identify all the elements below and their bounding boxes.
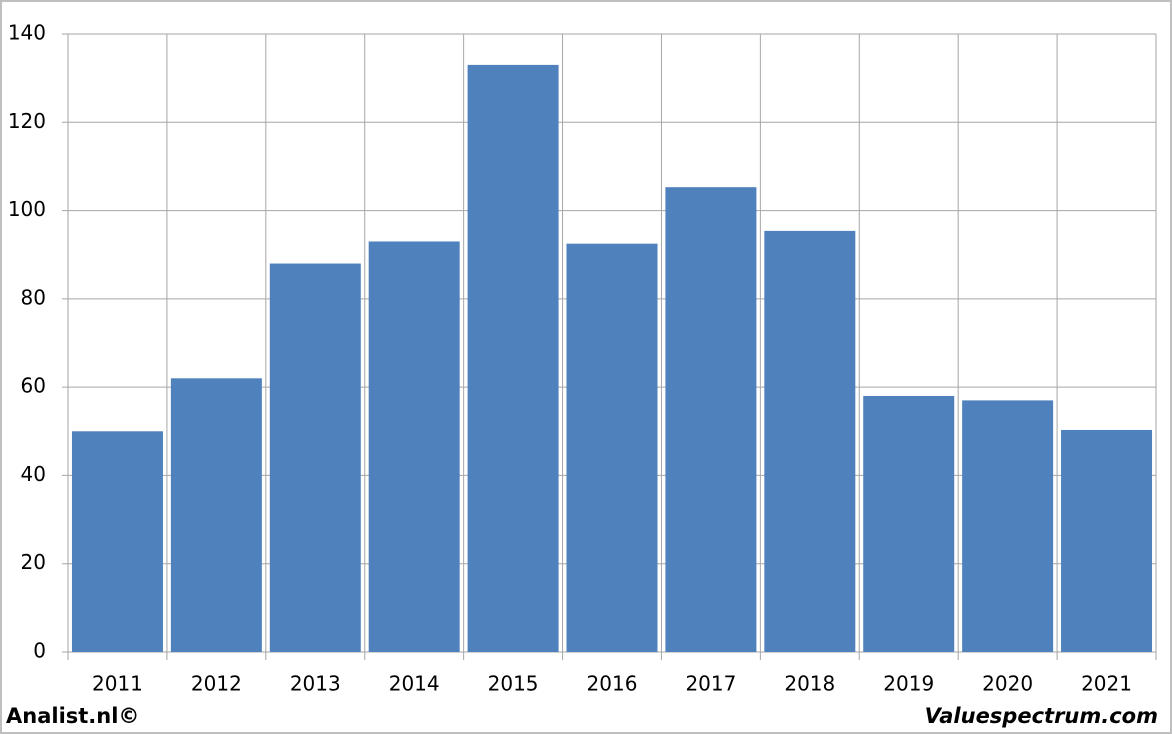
footer-right: Valuespectrum.com xyxy=(925,704,1158,728)
x-tick-label: 2019 xyxy=(883,672,934,696)
bar xyxy=(269,263,361,652)
bar xyxy=(368,241,460,652)
bar xyxy=(764,230,856,652)
bar xyxy=(962,400,1054,652)
bar xyxy=(1061,429,1153,652)
y-tick-label: 100 xyxy=(8,197,46,221)
x-tick-label: 2016 xyxy=(587,672,638,696)
y-tick-label: 0 xyxy=(33,639,46,663)
x-tick-label: 2017 xyxy=(685,672,736,696)
bar xyxy=(863,395,955,652)
x-tick-label: 2020 xyxy=(982,672,1033,696)
x-tick-label: 2013 xyxy=(290,672,341,696)
y-tick-label: 140 xyxy=(8,21,46,45)
x-tick-label: 2021 xyxy=(1081,672,1132,696)
bar xyxy=(71,431,163,652)
bar xyxy=(665,187,757,652)
y-tick-label: 40 xyxy=(21,462,46,486)
bar xyxy=(170,378,262,652)
x-tick-label: 2015 xyxy=(488,672,539,696)
x-tick-label: 2011 xyxy=(92,672,143,696)
y-tick-label: 80 xyxy=(21,285,46,309)
y-tick-label: 120 xyxy=(8,109,46,133)
bar xyxy=(566,243,658,652)
x-tick-label: 2012 xyxy=(191,672,242,696)
y-tick-label: 60 xyxy=(21,374,46,398)
y-tick-label: 20 xyxy=(21,550,46,574)
x-tick-label: 2018 xyxy=(784,672,835,696)
x-tick-label: 2014 xyxy=(389,672,440,696)
bar xyxy=(467,64,559,652)
footer-left: Analist.nl© xyxy=(6,704,139,728)
